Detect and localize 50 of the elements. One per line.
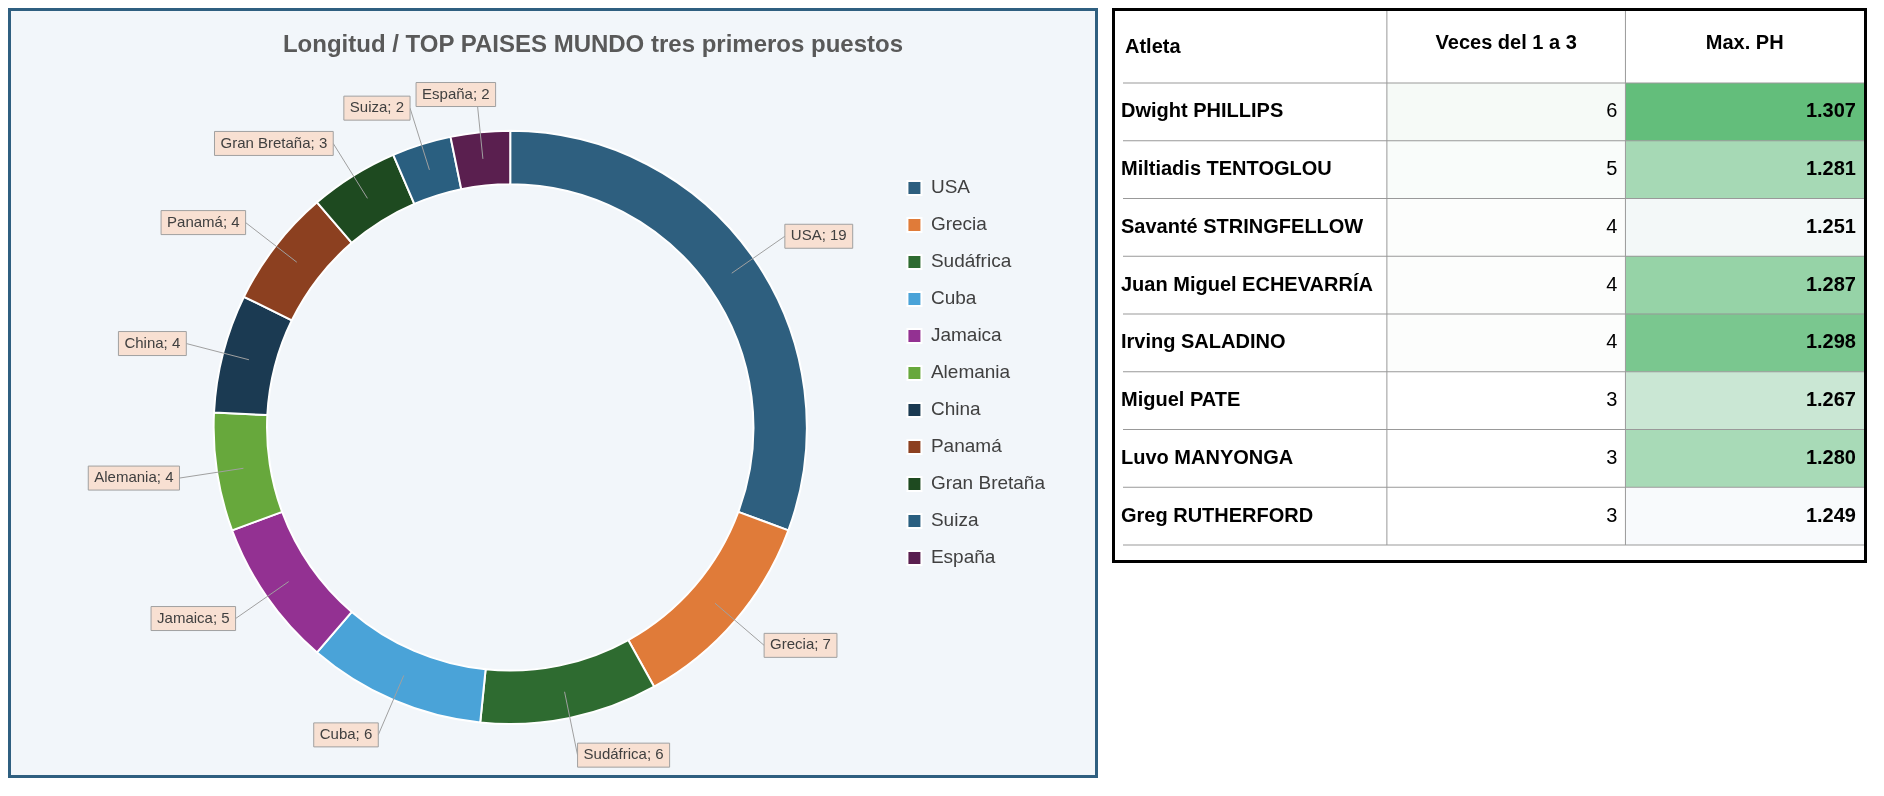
legend-label: Sudáfrica: [930, 250, 1012, 272]
y-tick-label: Irving SALADINO: [1121, 330, 1286, 353]
data-label: 4: [1606, 214, 1618, 237]
legend-label: España: [930, 546, 996, 568]
data-label: 4: [1606, 330, 1618, 353]
legend-label: Suiza: [930, 509, 979, 531]
y-tick-label: Juan Miguel ECHEVARRÍA: [1121, 272, 1373, 295]
legend-label: Alemania: [930, 361, 1011, 383]
data-label: Sudáfrica; 6: [583, 745, 664, 763]
x-tick-label: Max. PH: [1705, 30, 1784, 53]
data-label: 1.251: [1805, 214, 1856, 237]
data-label: 4: [1606, 272, 1618, 295]
data-label: China; 4: [124, 333, 181, 351]
data-label: 5: [1606, 157, 1618, 180]
data-label: 1.307: [1805, 99, 1856, 122]
y-tick-label: Miltiadis TENTOGLOU: [1121, 157, 1332, 180]
legend-label: Grecia: [930, 213, 988, 235]
data-label: Cuba; 6: [319, 725, 373, 743]
x-tick-label: Veces del 1 a 3: [1435, 30, 1577, 53]
data-label: Jamaica; 5: [157, 608, 230, 626]
data-label: 1.287: [1805, 272, 1856, 295]
legend-label: Panamá: [930, 435, 1003, 457]
y-tick-label: Luvo MANYONGA: [1121, 445, 1294, 468]
data-label: 1.281: [1805, 157, 1856, 180]
legend-label: Cuba: [930, 287, 977, 309]
data-label: España; 2: [422, 84, 490, 102]
y-axis-title: Atleta: [1125, 34, 1182, 57]
data-label: Grecia; 7: [770, 635, 831, 653]
data-label: USA; 19: [790, 226, 847, 244]
chart-title: Longitud / TOP PAISES MUNDO tres primeros puestos: [282, 30, 904, 58]
y-tick-label: Greg RUTHERFORD: [1121, 503, 1314, 526]
legend-label: USA: [930, 176, 971, 198]
data-label: Gran Bretaña; 3: [220, 133, 328, 151]
y-tick-label: Miguel PATE: [1121, 388, 1241, 411]
data-label: 3: [1606, 388, 1618, 411]
data-label: Panamá; 4: [167, 212, 240, 230]
data-label: Alemania; 4: [94, 468, 174, 486]
data-label: 1.280: [1805, 445, 1856, 468]
data-label: 1.267: [1805, 388, 1856, 411]
data-label: 1.298: [1805, 330, 1856, 353]
legend-label: Jamaica: [930, 324, 1003, 346]
data-label: Suiza; 2: [349, 98, 405, 116]
data-label: 6: [1606, 99, 1618, 122]
data-label: 3: [1606, 445, 1618, 468]
y-tick-label: Dwight PHILLIPS: [1121, 99, 1284, 122]
legend-label: China: [930, 398, 982, 420]
data-label: 1.249: [1805, 503, 1856, 526]
legend-label: Gran Bretaña: [930, 472, 1046, 494]
y-tick-label: Savanté STRINGFELLOW: [1121, 214, 1364, 237]
data-label: 3: [1606, 503, 1618, 526]
